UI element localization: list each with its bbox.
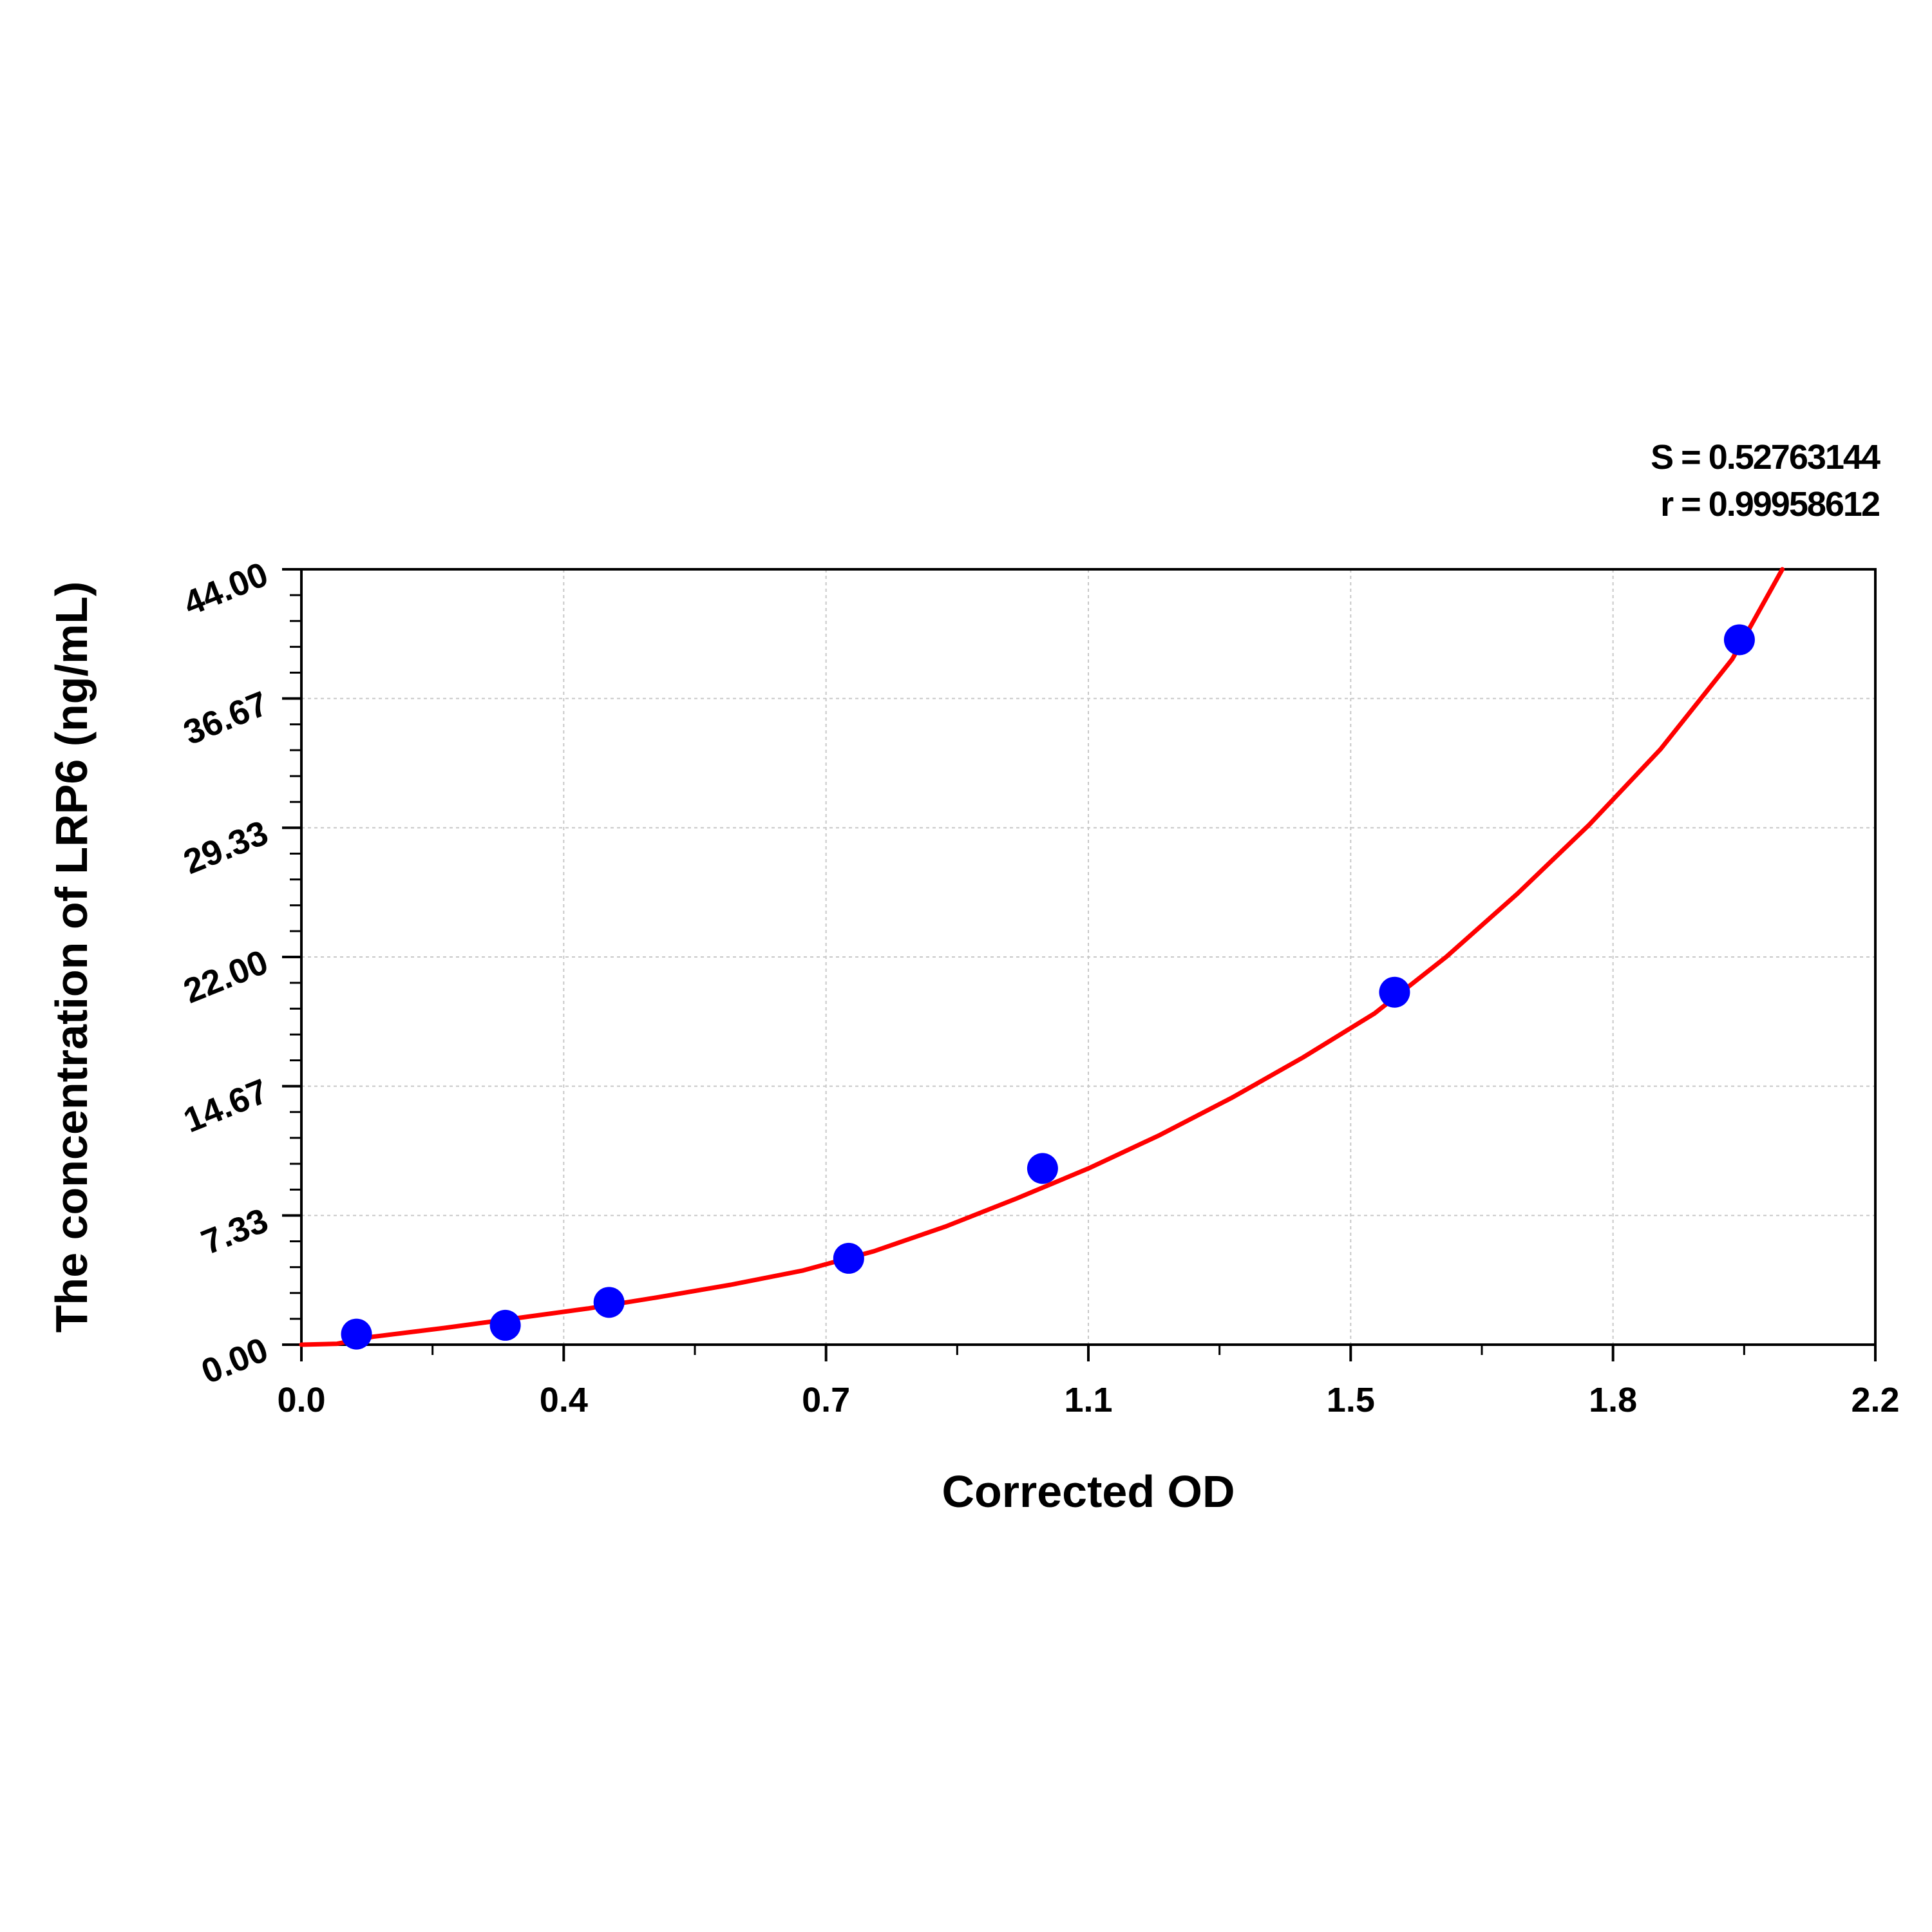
data-point bbox=[593, 1287, 625, 1318]
x-tick-label: 0.0 bbox=[277, 1381, 325, 1419]
y-tick-label: 7.33 bbox=[196, 1201, 274, 1262]
data-point bbox=[833, 1242, 864, 1274]
y-tick-label: 0.00 bbox=[196, 1330, 274, 1391]
x-tick-label: 0.7 bbox=[802, 1381, 850, 1419]
x-tick-label: 0.4 bbox=[540, 1381, 588, 1419]
grid-lines bbox=[301, 569, 1875, 1345]
data-point bbox=[1027, 1153, 1058, 1184]
data-point bbox=[489, 1309, 521, 1341]
y-tick-label: 44.00 bbox=[178, 554, 274, 623]
r-statistic: r = 0.99958612 bbox=[1660, 485, 1879, 524]
data-point bbox=[341, 1318, 372, 1350]
s-statistic: S = 0.52763144 bbox=[1651, 438, 1880, 477]
y-tick-label: 14.67 bbox=[178, 1072, 274, 1140]
axis-ticks bbox=[282, 568, 1877, 1361]
data-points-layer bbox=[341, 624, 1755, 1350]
x-tick-label: 1.5 bbox=[1327, 1381, 1375, 1419]
data-point bbox=[1379, 976, 1410, 1008]
y-tick-label: 36.67 bbox=[178, 684, 274, 752]
tick-labels: 0.0 0.4 0.7 1.1 1.5 1.8 2.2 0.00 7.33 14.67 22.00 2… bbox=[178, 554, 1900, 1419]
y-tick-label: 29.33 bbox=[178, 813, 274, 882]
y-tick-label: 22.00 bbox=[178, 942, 274, 1010]
x-tick-label: 1.1 bbox=[1064, 1381, 1112, 1419]
x-axis-title: Corrected OD bbox=[942, 1466, 1235, 1517]
x-tick-label: 2.2 bbox=[1851, 1381, 1899, 1419]
data-point bbox=[1723, 624, 1755, 656]
plot-frame bbox=[300, 568, 1877, 1346]
x-tick-label: 1.8 bbox=[1589, 1381, 1637, 1419]
y-axis-title: The concentration of LRP6 (ng/mL) bbox=[46, 582, 97, 1333]
